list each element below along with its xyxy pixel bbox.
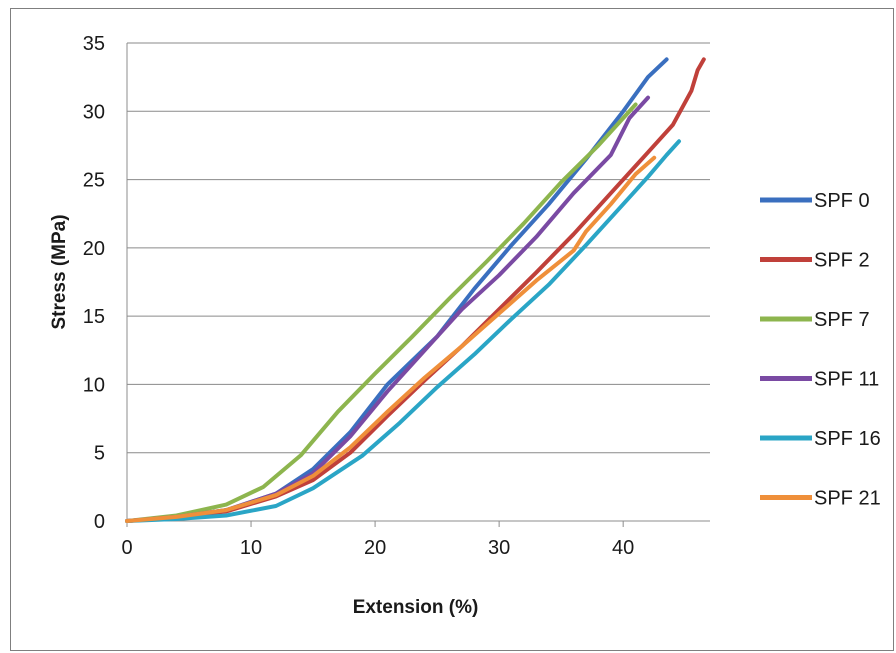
series-line-spf-2 <box>125 57 706 523</box>
x-tick-label: 40 <box>612 537 634 559</box>
series-line-spf-0 <box>125 57 669 523</box>
y-tick-label: 25 <box>83 170 105 192</box>
legend-label: SPF 11 <box>814 369 879 391</box>
y-tick-label: 30 <box>83 101 105 123</box>
x-tick-label: 30 <box>488 537 510 559</box>
y-tick-label: 10 <box>83 374 105 396</box>
y-tick-label: 20 <box>83 238 105 260</box>
legend-label: SPF 21 <box>814 488 881 510</box>
y-tick-label: 15 <box>83 306 105 328</box>
x-tick-label: 20 <box>364 537 386 559</box>
legend-label: SPF 0 <box>814 190 870 212</box>
y-axis-title: Stress (MPa) <box>49 214 70 329</box>
series-line-spf-11 <box>125 95 650 523</box>
y-tick-label: 5 <box>94 443 105 465</box>
series-line-spf-7 <box>125 102 638 523</box>
series-line-spf-21 <box>125 155 657 523</box>
x-tick-label: 0 <box>121 537 132 559</box>
chart-frame <box>10 8 894 651</box>
legend-label: SPF 2 <box>814 250 870 272</box>
legend-label: SPF 7 <box>814 309 870 331</box>
y-tick-label: 0 <box>94 511 105 533</box>
legend-label: SPF 16 <box>814 428 881 450</box>
x-axis-title: Extension (%) <box>353 597 479 618</box>
y-tick-label: 35 <box>83 33 105 55</box>
x-tick-label: 10 <box>240 537 262 559</box>
series-line-spf-16 <box>125 139 681 523</box>
